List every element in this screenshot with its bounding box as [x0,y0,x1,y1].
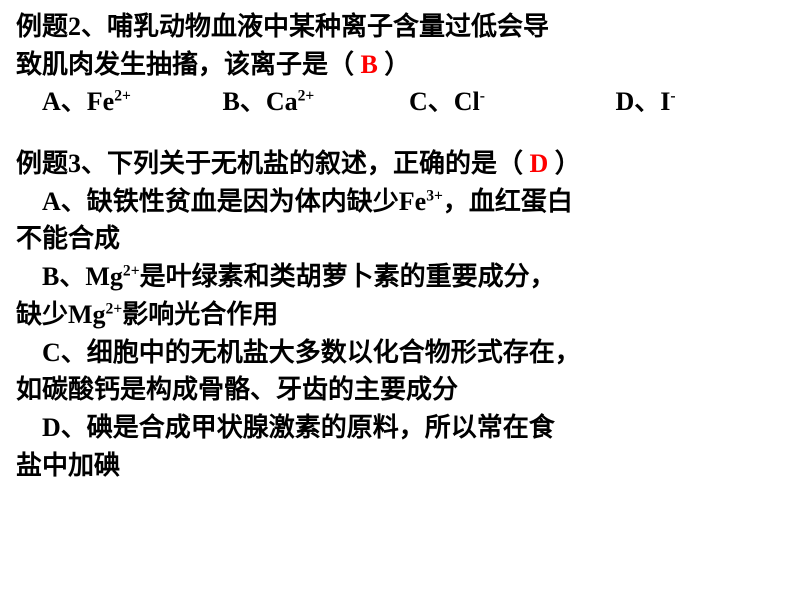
q3-a-sup: 3+ [426,187,443,204]
q3-b-line1: B、Mg2+是叶绿素和类胡萝卜素的重要成分， [16,258,778,296]
q3-a-l1a: A、缺铁性贫血是因为体内缺少Fe [42,187,426,216]
q3-b-l2b: 影响光合作用 [122,300,278,329]
q2-c-ion: Cl [454,87,480,116]
q2-c-label: C、 [409,87,454,116]
question-2: 例题2、哺乳动物血液中某种离子含量过低会导 致肌肉发生抽搐，该离子是（ B ） … [16,8,778,121]
q3-a-line1: A、缺铁性贫血是因为体内缺少Fe3+，血红蛋白 [16,183,778,221]
q2-option-a: A、Fe2+ [16,83,216,121]
q2-options: A、Fe2+ B、Ca2+ C、Cl- D、I- [16,83,778,121]
q3-d-line2: 盐中加碘 [16,447,778,485]
q3-c-line2: 如碳酸钙是构成骨骼、牙齿的主要成分 [16,371,778,409]
q2-option-b: B、Ca2+ [223,83,403,121]
q2-close-paren: ） [384,50,410,79]
q3-b-l1b: 是叶绿素和类胡萝卜素的重要成分， [140,262,556,291]
q2-a-ion: Fe [87,87,114,116]
q3-a-l1b: ，血红蛋白 [443,187,573,216]
q3-b-l2a: 缺少Mg [16,300,106,329]
q3-close-paren: ） [555,149,581,178]
q3-b-l1a: B、Mg [42,262,123,291]
q2-d-ion: I [660,87,670,116]
q2-line2: 致肌肉发生抽搐，该离子是（ B ） [16,46,778,84]
q2-answer: B [361,50,378,79]
q2-b-ion: Ca [266,87,298,116]
question-3: 例题3、下列关于无机盐的叙述，正确的是（ D ） A、缺铁性贫血是因为体内缺少F… [16,145,778,484]
q2-d-charge: - [670,88,675,105]
q3-c-line1: C、细胞中的无机盐大多数以化合物形式存在， [16,334,778,372]
q2-stem-tail: 致肌肉发生抽搐，该离子是（ [16,50,354,79]
q2-a-charge: 2+ [114,88,131,105]
q3-d-line1: D、碘是合成甲状腺激素的原料，所以常在食 [16,409,778,447]
q2-b-charge: 2+ [298,88,315,105]
q2-option-d: D、I- [616,83,676,121]
q3-a-line2: 不能合成 [16,220,778,258]
q3-b-sup1: 2+ [123,262,140,279]
q2-b-label: B、 [223,87,266,116]
q2-option-c: C、Cl- [409,83,609,121]
q3-b-line2: 缺少Mg2+影响光合作用 [16,296,778,334]
q2-a-label: A、 [42,87,87,116]
q3-stem: 例题3、下列关于无机盐的叙述，正确的是（ D ） [16,145,778,183]
q2-line1: 例题2、哺乳动物血液中某种离子含量过低会导 [16,8,778,46]
q3-b-sup2: 2+ [106,300,123,317]
q2-d-label: D、 [616,87,661,116]
q2-c-charge: - [480,88,485,105]
q3-answer: D [530,149,549,178]
q3-stem-text: 例题3、下列关于无机盐的叙述，正确的是（ [16,149,523,178]
